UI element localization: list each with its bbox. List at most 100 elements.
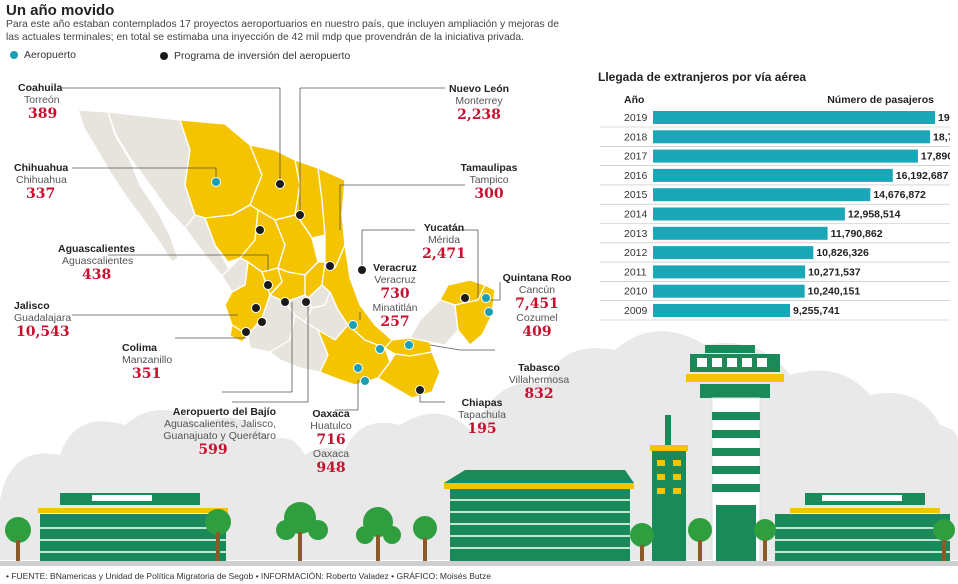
- trees: [5, 502, 955, 561]
- program-marker-tampico: [325, 261, 335, 271]
- small-tower: [650, 415, 688, 561]
- label-quintana-roo-value2: 409: [522, 324, 552, 340]
- label-oaxaca-state: Oaxaca: [312, 408, 350, 420]
- label-chiapas: Chiapas Tapachula 195: [454, 397, 510, 437]
- label-oaxaca-value2: 948: [316, 460, 346, 476]
- chart-ylabel: Número de pasajeros: [827, 94, 934, 106]
- label-oaxaca: Oaxaca Huatulco 716 Oaxaca 948: [302, 408, 360, 476]
- program-marker-torreon: [275, 179, 285, 189]
- label-quintana-roo: Quintana Roo Cancún 7,451 Cozumel 409: [500, 272, 574, 340]
- airport-dot-icon: [10, 51, 18, 59]
- program-marker-tapachula: [415, 385, 425, 395]
- intro-text: Para este año estaban contemplados 17 pr…: [6, 19, 559, 43]
- airport-markers: [211, 177, 494, 386]
- airport-marker-cancun: [481, 293, 491, 303]
- label-oaxaca-city2: Oaxaca: [312, 448, 350, 460]
- bar-category-label: 2014: [624, 209, 648, 221]
- bar: [653, 265, 806, 279]
- program-marker-monterrey: [295, 210, 305, 220]
- control-tower: [686, 345, 784, 562]
- label-nuevo-leon-state: Nuevo León: [448, 83, 510, 95]
- left-terminal: [38, 493, 228, 561]
- label-quintana-roo-state: Quintana Roo: [502, 272, 572, 284]
- bar: [653, 188, 871, 202]
- program-marker-manzanillo: [241, 327, 251, 337]
- chart-title: Llegada de extranjeros por vía aérea: [598, 70, 807, 84]
- legend-airport: Aeropuerto: [10, 49, 76, 61]
- label-jalisco-state: Jalisco: [14, 300, 50, 312]
- label-aguascalientes: Aguascalientes Aguascalientes 438: [58, 243, 135, 283]
- label-quintana-roo-city2: Cozumel: [516, 312, 558, 324]
- label-tabasco-value: 832: [524, 386, 554, 402]
- label-nuevo-leon: Nuevo León Monterrey 2,238: [446, 83, 512, 123]
- label-yucatan: Yucatán Mérida 2,471: [418, 222, 470, 262]
- airport-marker-cozumel: [484, 307, 494, 317]
- airport-marker-veracruz: [348, 320, 358, 330]
- label-oaxaca-value: 716: [316, 432, 346, 448]
- label-colima-state: Colima: [122, 342, 158, 354]
- bar: [653, 226, 828, 240]
- label-veracruz-state: Veracruz: [373, 262, 417, 274]
- bar-category-label: 2011: [624, 266, 647, 278]
- label-tamaulipas-value: 300: [474, 186, 504, 202]
- label-oaxaca-city: Huatulco: [310, 420, 352, 432]
- label-coahuila-state: Coahuila: [18, 82, 63, 94]
- airport-marker-chihuahua: [211, 177, 221, 187]
- label-coahuila-city: Torreón: [24, 94, 60, 106]
- program-dot-icon: [160, 52, 168, 60]
- bar: [653, 207, 845, 221]
- label-colima-value: 351: [132, 366, 162, 382]
- program-marker-aguascalientes: [263, 280, 273, 290]
- label-yucatan-city: Mérida: [427, 234, 461, 246]
- chart-xlabel: Año: [624, 94, 644, 106]
- label-bajio-state: Aeropuerto del Bajío: [172, 406, 276, 418]
- bar-category-label: 2019: [624, 112, 648, 124]
- bar-value-label: 14,676,872: [873, 189, 926, 201]
- bar-value-label: 17,890,272: [921, 151, 950, 163]
- bar: [653, 284, 805, 298]
- bar-category-label: 2012: [624, 247, 648, 259]
- bar-value-label: 10,826,326: [816, 247, 869, 259]
- program-marker-merida: [460, 293, 470, 303]
- program-marker-bajio: [280, 297, 290, 307]
- bar-value-label: 10,240,151: [808, 286, 861, 298]
- label-nuevo-leon-value: 2,238: [457, 107, 501, 123]
- bar-value-label: 16,192,687: [896, 170, 949, 182]
- airport-marker-villahermosa: [404, 340, 414, 350]
- label-coahuila-value: 389: [28, 106, 58, 122]
- label-veracruz-value: 730: [380, 286, 410, 302]
- central-terminal: [444, 470, 634, 561]
- label-bajio-city: Aguascalientes, Jalisco, Guanajuato y Qu…: [163, 418, 276, 442]
- bar-category-label: 2015: [624, 189, 648, 201]
- program-marker-guadalajara-2: [257, 317, 267, 327]
- bar: [653, 111, 935, 124]
- bar: [653, 304, 791, 317]
- label-colima-city: Manzanillo: [122, 354, 173, 366]
- label-aguascalientes-state: Aguascalientes: [58, 243, 136, 255]
- bar: [653, 246, 814, 260]
- label-bajio: Aeropuerto del Bajío Aguascalientes, Jal…: [150, 406, 276, 458]
- program-marker-guadalajara: [251, 303, 261, 313]
- airport-marker-huatulco: [360, 376, 370, 386]
- chihuahua-state: [179, 119, 263, 219]
- bar-category-label: 2016: [624, 170, 648, 182]
- label-yucatan-value: 2,471: [422, 246, 466, 262]
- label-tabasco-city: Villahermosa: [508, 374, 570, 386]
- label-chiapas-value: 195: [467, 421, 497, 437]
- label-veracruz-city2: Minatitlán: [372, 302, 418, 314]
- bar-category-label: 2017: [624, 151, 648, 163]
- bar-group: 2019 19,043,309 2018 18,708,914 2017 17,890,2…: [600, 111, 950, 321]
- label-nuevo-leon-city: Monterrey: [455, 95, 503, 107]
- chiapas-state: [377, 351, 441, 399]
- label-tamaulipas-state: Tamaulipas: [460, 162, 518, 174]
- label-aguascalientes-value: 438: [82, 267, 112, 283]
- airport-marker-minatitlan: [375, 344, 385, 354]
- leader-lines: [60, 87, 501, 411]
- label-tabasco-state: Tabasco: [518, 362, 560, 374]
- label-aguascalientes-city: Aguascalientes: [62, 255, 134, 267]
- program-marker-durango: [255, 225, 265, 235]
- label-tamaulipas-city: Tampico: [469, 174, 509, 186]
- label-chihuahua-state: Chihuahua: [14, 162, 69, 174]
- program-markers: [241, 179, 470, 395]
